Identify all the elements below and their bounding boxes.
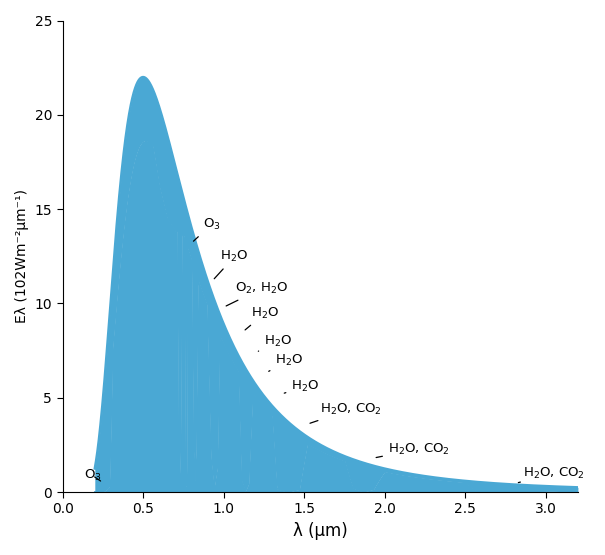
Text: H$_2$O, CO$_2$: H$_2$O, CO$_2$ [310,402,382,423]
Text: O$_2$, H$_2$O: O$_2$, H$_2$O [226,281,288,306]
Text: H$_2$O: H$_2$O [258,334,292,351]
Text: H$_2$O: H$_2$O [245,306,279,330]
Text: H$_2$O, CO$_2$: H$_2$O, CO$_2$ [518,466,585,483]
Text: O$_3$: O$_3$ [194,217,220,241]
Text: H$_2$O: H$_2$O [284,379,319,394]
Text: H$_2$O, CO$_2$: H$_2$O, CO$_2$ [376,441,450,457]
X-axis label: λ (μm): λ (μm) [293,522,348,540]
Text: H$_2$O: H$_2$O [269,353,303,371]
Y-axis label: Eλ (102Wm⁻²μm⁻¹): Eλ (102Wm⁻²μm⁻¹) [15,189,29,323]
Text: H$_2$O: H$_2$O [214,249,249,279]
Text: O$_3$: O$_3$ [83,468,101,483]
